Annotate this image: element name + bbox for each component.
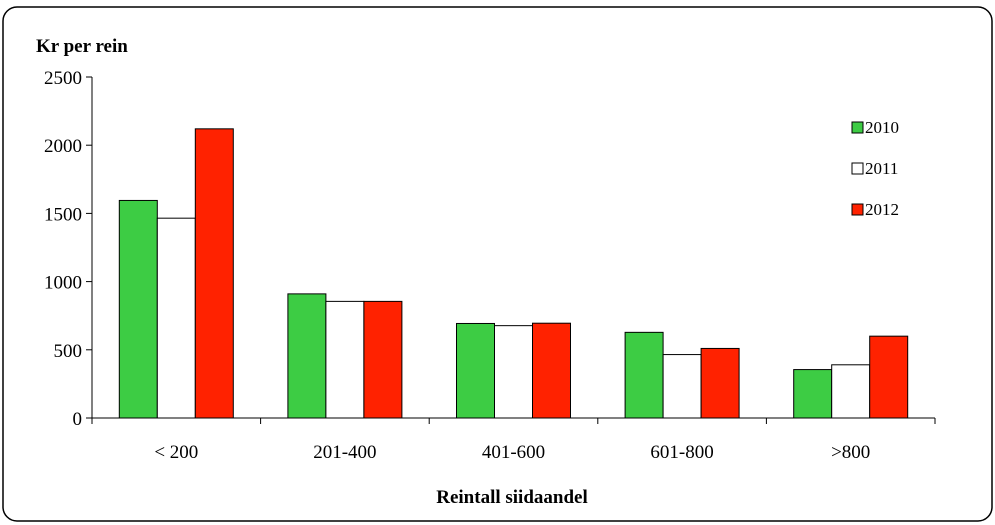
legend-swatch-2011 [851,162,864,175]
y-axis-title: Kr per rein [36,36,128,57]
x-tick-label: >800 [831,442,870,463]
bar-2012-0 [194,128,234,419]
x-axis-title: Reintall siidaandel [436,487,588,508]
y-tick-label: 1500 [44,204,82,225]
bar-2011-0 [156,217,196,419]
x-tick-label: 601-800 [650,442,713,463]
bars [118,128,909,419]
bar-2012-4 [869,335,909,419]
bar-2012-3 [700,347,740,419]
bar-2010-1 [287,293,327,419]
y-tick-label: 2500 [44,68,82,89]
y-tick-label: 0 [73,409,83,430]
x-axis-tick-labels: < 200 201-400 401-600 601-800 >800 [154,442,870,463]
bar-2011-2 [494,325,533,419]
bar-2011-3 [662,354,702,419]
y-tick-label: 2000 [44,136,82,157]
x-tick-label: 401-600 [482,442,545,463]
y-axis-ticks: 0 500 1000 1500 2000 2500 [44,68,92,430]
bar-2010-4 [793,369,833,419]
legend-swatch-2010 [851,121,864,134]
legend-swatch-2012 [851,203,864,216]
bar-2011-1 [325,300,365,419]
legend-label-2012: 2012 [865,200,899,219]
x-tick-label: 201-400 [313,442,376,463]
bar-2010-0 [118,199,158,419]
bar-2012-2 [532,322,571,419]
legend: 2010 2011 2012 [851,118,899,219]
y-tick-label: 500 [54,341,83,362]
bar-2010-3 [624,331,664,419]
y-tick-label: 1000 [44,273,82,294]
chart-frame [2,6,993,522]
bar-2012-1 [363,300,403,419]
legend-label-2011: 2011 [865,159,898,178]
axes [91,77,936,424]
bar-2011-4 [831,364,871,419]
bar-2010-2 [456,322,495,419]
x-tick-label: < 200 [154,442,198,463]
legend-label-2010: 2010 [865,118,899,137]
